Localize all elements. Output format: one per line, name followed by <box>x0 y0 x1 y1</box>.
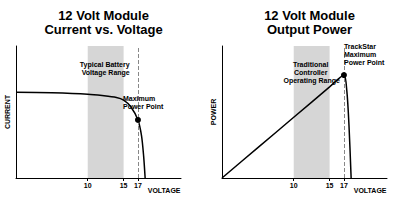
svg-text:Voltage Range: Voltage Range <box>82 69 130 77</box>
svg-text:Current vs. Voltage: Current vs. Voltage <box>44 22 162 37</box>
svg-text:Traditional: Traditional <box>293 61 330 68</box>
svg-text:12 Volt Module: 12 Volt Module <box>264 8 355 23</box>
svg-text:10: 10 <box>290 182 298 189</box>
svg-text:CURRENT: CURRENT <box>4 94 11 129</box>
svg-text:Maximum: Maximum <box>344 51 378 58</box>
svg-text:Power Point: Power Point <box>123 103 164 110</box>
svg-text:12 Volt Module: 12 Volt Module <box>58 8 149 23</box>
svg-text:Controller: Controller <box>294 69 329 76</box>
svg-text:Power Point: Power Point <box>344 59 385 66</box>
svg-text:Typical Battery: Typical Battery <box>80 61 132 69</box>
svg-text:17: 17 <box>134 182 142 189</box>
svg-text:15: 15 <box>120 182 128 189</box>
svg-text:10: 10 <box>84 182 92 189</box>
svg-text:17: 17 <box>340 182 348 189</box>
svg-text:Operating Range: Operating Range <box>283 77 340 85</box>
svg-text:POWER: POWER <box>210 99 217 125</box>
svg-text:TrackStar: TrackStar <box>344 43 378 50</box>
svg-text:Output Power: Output Power <box>267 22 352 37</box>
svg-text:VOLTAGE: VOLTAGE <box>354 187 387 194</box>
svg-text:Maximum: Maximum <box>123 95 157 102</box>
svg-text:VOLTAGE: VOLTAGE <box>148 187 181 194</box>
svg-text:15: 15 <box>326 182 334 189</box>
